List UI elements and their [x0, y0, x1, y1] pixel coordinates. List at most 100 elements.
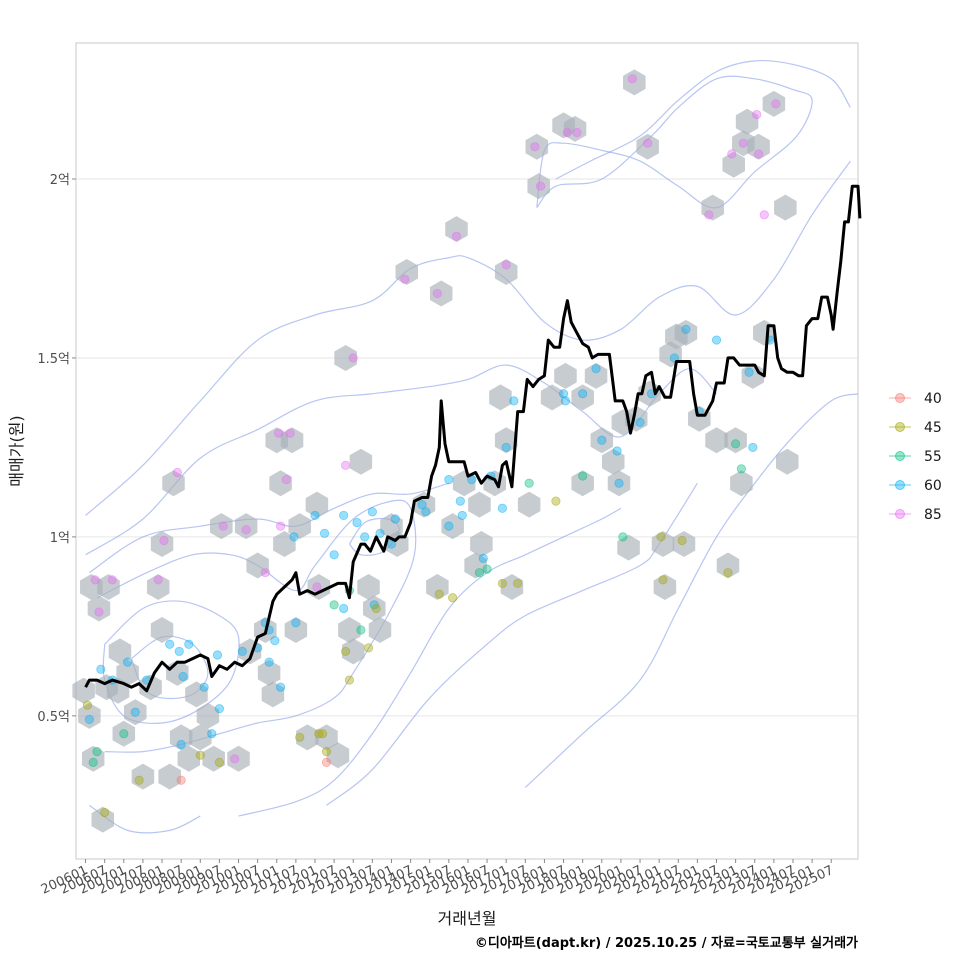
hexbin-cell	[602, 448, 625, 475]
data-point	[704, 210, 714, 220]
data-point	[339, 603, 349, 614]
hexbin-cell	[326, 742, 350, 769]
data-point	[176, 739, 186, 750]
data-point	[174, 646, 184, 657]
data-point	[551, 496, 561, 506]
hexbin-cell	[210, 513, 233, 540]
data-point	[274, 428, 284, 438]
data-point	[318, 729, 328, 739]
data-point	[94, 607, 104, 617]
data-point	[295, 732, 305, 742]
legend-label: 40	[924, 391, 942, 407]
data-point	[352, 517, 362, 528]
data-point	[560, 396, 571, 406]
data-point	[738, 138, 748, 148]
data-point	[727, 149, 737, 159]
hexbin-cell	[169, 724, 193, 751]
legend-key-dot	[895, 422, 905, 432]
data-point	[723, 568, 733, 578]
hexbin-cell	[116, 659, 139, 686]
legend-label: 60	[924, 478, 942, 494]
legend-label: 85	[924, 507, 942, 523]
data-point	[363, 643, 374, 653]
hexbin-cell	[494, 259, 518, 286]
hexbin-cell	[722, 151, 745, 178]
median-price-line	[84, 184, 862, 693]
legend-label: 55	[924, 449, 942, 465]
data-point	[731, 439, 741, 449]
caption: ©디아파트(dapt.kr) / 2025.10.25 / 자료=국토교통부 실…	[475, 935, 858, 951]
data-point	[748, 442, 758, 453]
data-point	[444, 521, 454, 531]
data-point	[474, 568, 485, 578]
data-point	[400, 274, 410, 284]
hexbin-cell	[284, 616, 308, 643]
data-point	[291, 618, 301, 628]
data-point	[390, 514, 400, 524]
data-point	[123, 657, 133, 667]
data-point	[656, 532, 666, 542]
data-point	[344, 675, 355, 685]
data-point	[285, 428, 295, 438]
hexbin-cell	[517, 491, 541, 518]
hexbin-cell	[701, 194, 724, 221]
data-point	[84, 714, 94, 725]
data-point	[681, 324, 691, 334]
data-point	[448, 593, 458, 603]
scatter-points	[82, 74, 781, 818]
hexbin-cell	[97, 574, 120, 600]
data-point	[591, 364, 601, 374]
data-point	[457, 510, 467, 521]
data-point	[230, 754, 240, 764]
data-point	[771, 99, 781, 109]
hexbin-cell	[296, 724, 319, 751]
data-point	[434, 589, 444, 599]
density-contour	[524, 393, 859, 788]
hexbin-cell	[584, 362, 608, 389]
data-point	[371, 603, 381, 614]
data-point	[530, 142, 540, 152]
data-point	[578, 389, 588, 399]
data-point	[310, 510, 320, 521]
y-tick-label: 0.5억	[37, 710, 70, 725]
data-point	[319, 528, 330, 538]
hexbin-cell	[571, 384, 594, 411]
data-point	[207, 729, 217, 739]
hexbin-cell	[674, 319, 698, 346]
hexbin-cell	[280, 427, 304, 454]
data-point	[753, 149, 764, 159]
hexbin-cell	[112, 720, 136, 747]
hexbin-cell	[234, 513, 258, 540]
y-axis-title: 매매가(원)	[7, 415, 26, 486]
hexbin-cell	[269, 470, 292, 497]
hexbin-cell	[607, 470, 631, 497]
hexbin-cell	[368, 616, 392, 643]
data-point	[107, 575, 117, 585]
hexbin-cell	[651, 531, 675, 558]
density-contour	[96, 499, 417, 753]
legend-key-dot	[895, 480, 905, 490]
density-contour	[326, 482, 698, 806]
data-point	[501, 260, 511, 270]
y-tick-label: 1억	[50, 531, 70, 546]
data-point	[321, 757, 332, 767]
density-contour	[555, 59, 851, 180]
data-point	[578, 471, 588, 481]
data-point	[356, 625, 366, 635]
legend-label: 45	[924, 420, 942, 436]
hexbin-cell	[525, 133, 549, 160]
data-point	[281, 475, 291, 485]
hexbin-cell	[489, 384, 512, 411]
data-point	[214, 757, 224, 767]
hexbin-cell	[554, 362, 577, 389]
hexbin-cell	[540, 384, 564, 411]
hexbin-cell	[470, 531, 493, 558]
hexbin-cell	[124, 699, 147, 726]
hexbin-cell	[257, 659, 281, 686]
data-point	[312, 582, 322, 592]
data-point	[153, 575, 163, 585]
data-point	[348, 353, 358, 363]
hexbin-cell	[81, 745, 105, 772]
hexbin-cell	[349, 448, 373, 475]
hexbin-cell	[158, 763, 181, 790]
